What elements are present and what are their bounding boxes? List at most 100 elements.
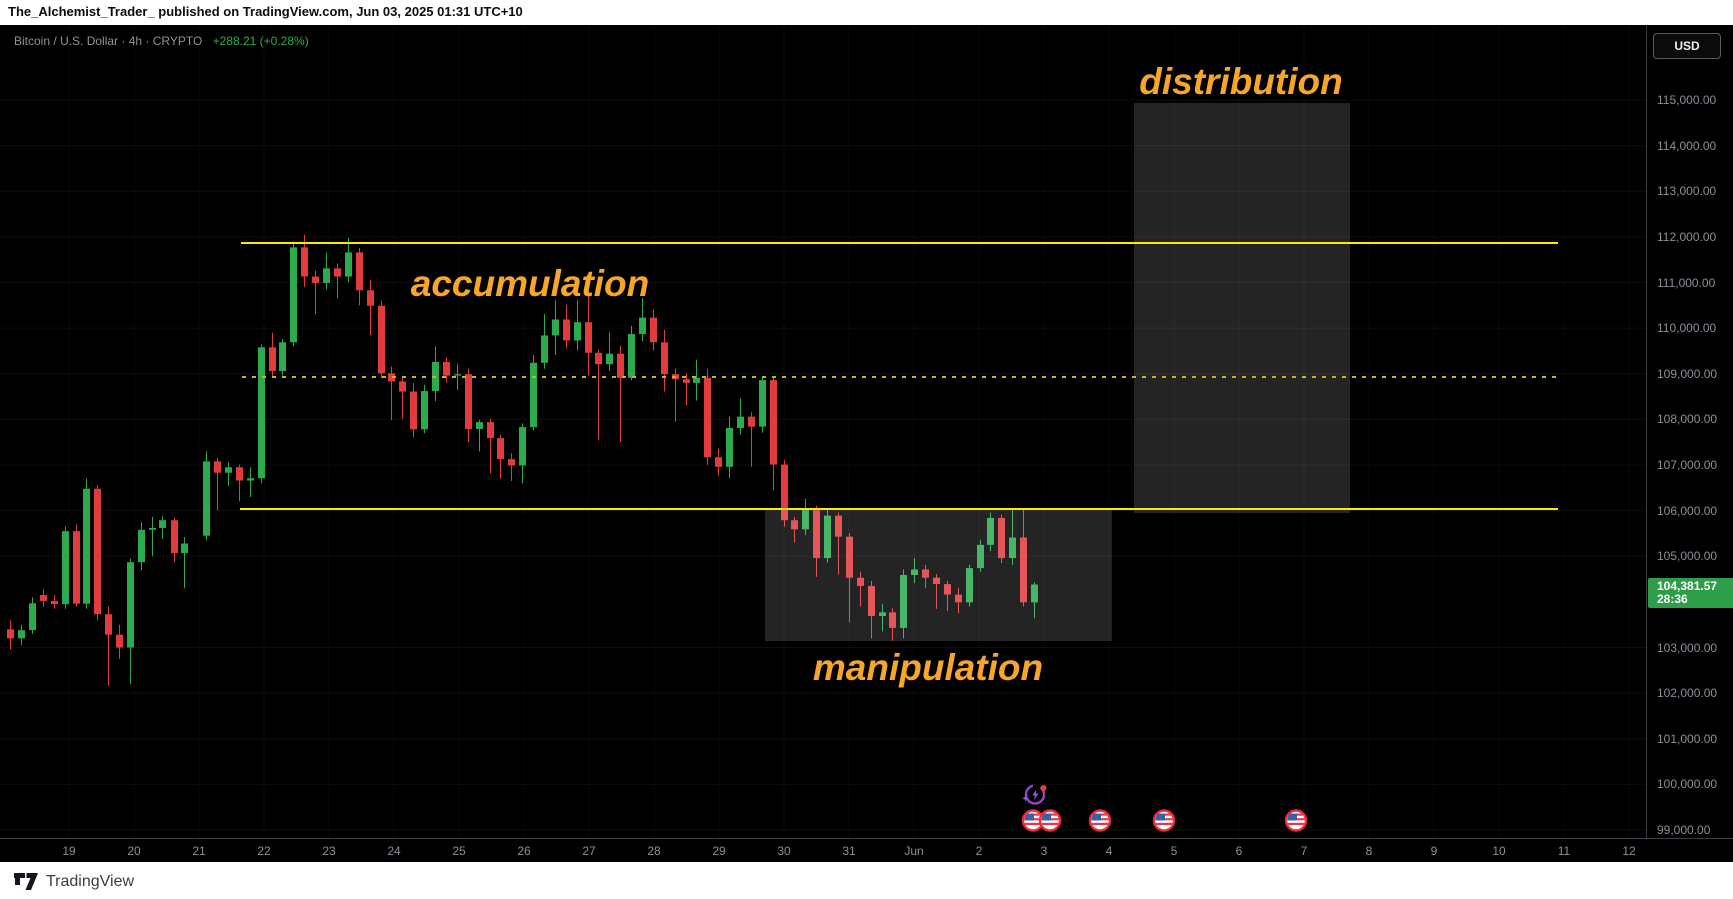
manipulation-label[interactable]: manipulation [812, 647, 1044, 688]
candle-body [367, 290, 374, 306]
candle-body [345, 252, 352, 277]
candle-body [726, 428, 733, 467]
candle-body [715, 457, 722, 467]
candle-body [563, 319, 570, 341]
us-economic-event-icon[interactable] [1038, 809, 1062, 838]
candle-body [203, 461, 210, 536]
candle-body [116, 634, 123, 648]
candle-body [454, 374, 461, 376]
candle-body [312, 276, 319, 283]
attribution-text: The_Alchemist_Trader_ published on Tradi… [8, 4, 523, 19]
us-economic-event-icon[interactable] [1284, 809, 1308, 838]
symbol-title[interactable]: Bitcoin / U.S. Dollar · 4h · CRYPTO [14, 34, 203, 48]
time-tick-label: 26 [517, 844, 531, 858]
candle-body [966, 568, 973, 603]
time-tick-label: 25 [452, 844, 466, 858]
tradingview-logo[interactable]: TradingView [14, 872, 134, 891]
candle-body [269, 347, 276, 372]
candle-body [159, 520, 166, 528]
candle-body [955, 594, 962, 603]
candle-body [879, 612, 886, 617]
range-mid-line[interactable] [242, 375, 1558, 378]
candle-body [1031, 584, 1038, 603]
last-price-badge: 104,381.57 28:36 [1648, 578, 1733, 609]
candle-body [617, 353, 624, 378]
candle-body [225, 467, 232, 473]
time-tick-label: 22 [257, 844, 271, 858]
candle-body [214, 461, 221, 473]
candle-body [911, 569, 918, 575]
candle-body [541, 335, 548, 363]
candle-body [661, 342, 668, 375]
footer: TradingView [0, 862, 1733, 899]
candle-body [421, 391, 428, 430]
time-tick-label: Jun [904, 844, 924, 858]
time-tick-label: 7 [1300, 844, 1308, 858]
tradingview-logo-text: TradingView [46, 872, 135, 890]
bar-countdown: 28:36 [1657, 592, 1688, 607]
candle-body [595, 352, 602, 365]
candle-body [476, 422, 483, 429]
time-tick-label: 2 [975, 844, 983, 858]
candle-body [987, 517, 994, 545]
time-tick-label: 8 [1365, 844, 1373, 858]
candle-body [835, 515, 842, 537]
candle-body [497, 438, 504, 460]
time-tick-label: 9 [1430, 844, 1438, 858]
price-axis[interactable]: USD 115,000.00 114,000.00 113,000.00 112,00… [1646, 25, 1733, 862]
candle-body [334, 268, 341, 277]
chart-background[interactable] [0, 25, 1733, 862]
distribution-label[interactable]: distribution [1139, 61, 1343, 102]
us-economic-event-icon[interactable] [1152, 809, 1176, 838]
crypto-event-icon[interactable] [1020, 780, 1050, 815]
distribution-box[interactable] [1134, 102, 1350, 513]
candle-body [574, 322, 581, 341]
range-low-line[interactable] [240, 508, 1558, 511]
candle-body [922, 569, 929, 578]
candle-body [18, 630, 25, 639]
symbol-row: Bitcoin / U.S. Dollar · 4h · CRYPTO +288… [14, 34, 309, 48]
time-axis[interactable]: 19 20 21 22 23 24 25 26 27 28 29 30 31 Jun 2 3 4 5 6 7 8 9 10 1… [0, 838, 1733, 864]
candle-body [639, 317, 646, 335]
range-high-line[interactable] [241, 241, 1558, 244]
candle-body [236, 467, 243, 481]
candle-body [704, 377, 711, 458]
price-tick-label: 111,000.00 [1657, 275, 1716, 290]
price-tick-label: 114,000.00 [1657, 138, 1717, 153]
candle-body [181, 543, 188, 554]
candle-body [944, 584, 951, 595]
price-tick-label: 106,000.00 [1657, 503, 1718, 518]
candle-body [508, 459, 515, 466]
us-economic-event-icon[interactable] [1021, 809, 1045, 838]
candle-body [889, 612, 896, 628]
candle-body [977, 544, 984, 569]
price-tick-label: 99,000.00 [1657, 823, 1711, 837]
last-price-value: 104,381.57 [1657, 579, 1718, 594]
candle-body [781, 464, 788, 521]
price-tick-label: 105,000.00 [1657, 549, 1718, 564]
candle-body [138, 529, 145, 563]
us-economic-event-icon[interactable] [1088, 809, 1112, 838]
candle-body [857, 577, 864, 586]
candle-body [378, 305, 385, 374]
tradingview-logo-icon [14, 873, 38, 890]
price-tick-label: 102,000.00 [1657, 686, 1718, 701]
manipulation-box[interactable] [765, 509, 1112, 641]
candle-body [465, 374, 472, 429]
time-tick-label: 4 [1105, 844, 1113, 858]
accumulation-label[interactable]: accumulation [410, 263, 650, 304]
price-tick-label: 100,000.00 [1657, 777, 1718, 792]
price-tick-label: 115,000.00 [1657, 93, 1717, 107]
currency-button[interactable]: USD [1653, 33, 1721, 59]
price-tick-label: 103,000.00 [1657, 640, 1718, 655]
candle-body [791, 520, 798, 530]
candle-body [171, 520, 178, 554]
candlestick-canvas[interactable] [0, 25, 1646, 838]
candle-body [443, 361, 450, 376]
candle-body [1020, 537, 1027, 603]
candle-body [149, 527, 156, 530]
candle-body [802, 510, 809, 530]
candle-body [748, 416, 755, 427]
candle-body [399, 381, 406, 392]
